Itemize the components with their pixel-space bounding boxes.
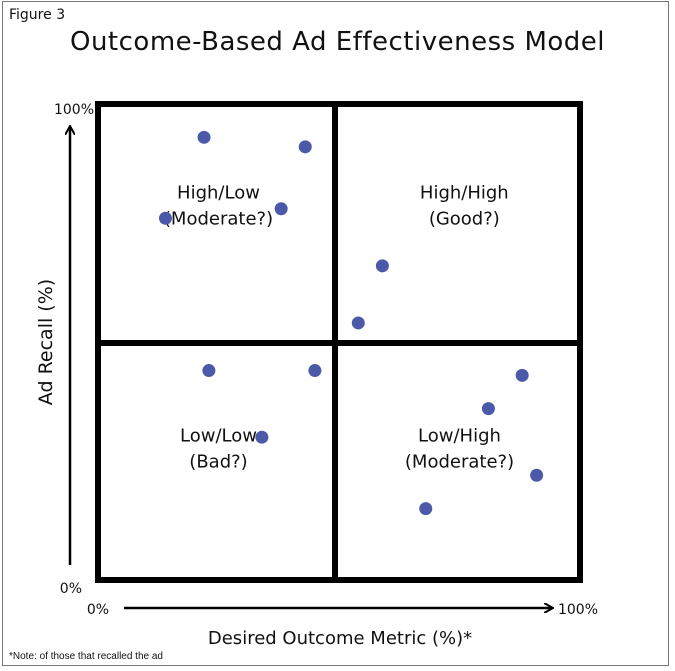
chart-title: Outcome-Based Ad Effectiveness Model — [69, 27, 606, 57]
data-point-7 — [202, 364, 216, 378]
figure-label: Figure 3 — [9, 7, 66, 23]
data-point-4 — [158, 211, 172, 225]
data-point-6 — [351, 316, 365, 330]
data-point-11 — [255, 430, 269, 444]
x-axis-label: Desired Outcome Metric (%)* — [208, 628, 472, 649]
y-tick-max: 100% — [54, 102, 94, 118]
quadrant-label-1: High/Low (Moderate?) — [164, 183, 273, 230]
footnote: *Note: of those that recalled the ad — [9, 651, 163, 662]
x-tick-min: 0% — [87, 602, 109, 618]
figure-frame — [2, 1, 669, 666]
quadrant-label-4: Low/High (Moderate?) — [405, 425, 514, 472]
data-point-2 — [298, 140, 312, 154]
data-point-12 — [530, 468, 544, 482]
data-point-9 — [515, 368, 529, 382]
data-point-8 — [308, 364, 322, 378]
x-tick-max: 100% — [558, 602, 598, 618]
data-point-3 — [274, 202, 288, 216]
data-point-13 — [419, 502, 433, 516]
quadrant-label-3: Low/Low (Bad?) — [180, 425, 257, 472]
data-points — [158, 130, 544, 516]
data-point-5 — [375, 259, 389, 273]
y-tick-min: 0% — [60, 581, 82, 597]
y-axis-label: Ad Recall (%) — [35, 279, 57, 405]
quadrant-label-2: High/High (Good?) — [420, 183, 509, 230]
data-point-10 — [481, 402, 495, 416]
data-point-1 — [197, 130, 211, 144]
quadrant-labels: High/Low (Moderate?) High/High (Good?) Low/L… — [164, 183, 514, 473]
